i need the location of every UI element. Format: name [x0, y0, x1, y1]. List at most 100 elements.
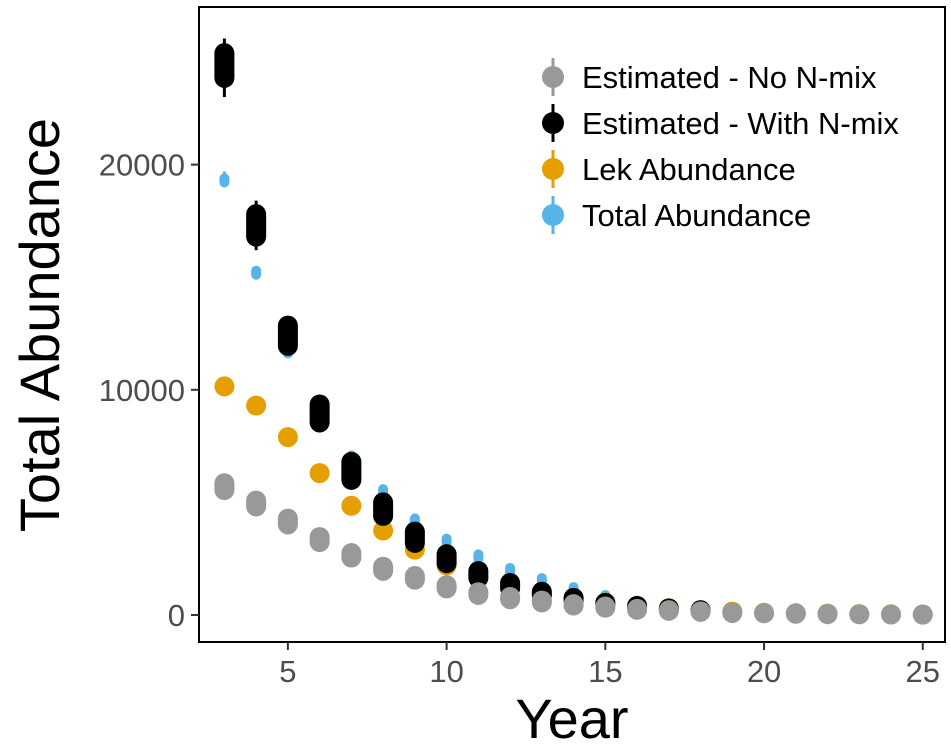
point-marker	[219, 173, 230, 188]
data-point	[690, 601, 711, 622]
point-marker	[563, 594, 584, 616]
point-marker	[373, 556, 394, 581]
legend-item-total-abundance: Total Abundance	[542, 196, 811, 234]
data-point	[219, 171, 230, 188]
data-point	[436, 544, 457, 574]
legend-key-dot	[542, 66, 564, 88]
point-marker	[468, 561, 489, 588]
data-point	[881, 604, 902, 625]
y-axis-title: Total Abundance	[8, 118, 71, 532]
data-point	[468, 582, 489, 605]
data-point	[373, 520, 394, 541]
data-point	[658, 600, 679, 621]
legend-label: Lek Abundance	[582, 152, 796, 187]
series-estimated-no-n-mix	[214, 473, 933, 625]
data-point	[214, 376, 235, 397]
legend-item-lek-abundance: Lek Abundance	[542, 150, 796, 188]
data-point	[251, 265, 262, 280]
data-point	[309, 463, 330, 484]
data-point	[246, 490, 267, 517]
data-point	[277, 315, 298, 356]
legend-label: Total Abundance	[582, 198, 811, 233]
x-axis-title: Year	[515, 687, 628, 746]
data-point	[627, 598, 648, 620]
data-point	[373, 556, 394, 581]
point-marker	[881, 604, 902, 625]
point-marker	[341, 543, 362, 568]
point-marker	[246, 395, 267, 416]
point-marker	[500, 586, 521, 610]
axis-ticks: 5 10 15 20 25 0 10000 20000	[99, 148, 940, 689]
point-marker	[309, 394, 330, 433]
plot-panel-border	[198, 6, 946, 643]
legend-item-estimated-with-n-mix: Estimated - With N-mix	[542, 104, 899, 142]
point-marker	[373, 520, 394, 541]
data-point	[754, 603, 775, 624]
x-tick-label: 5	[279, 654, 296, 689]
legend-label: Estimated - With N-mix	[582, 106, 899, 141]
point-marker	[246, 204, 267, 247]
data-point	[341, 543, 362, 568]
legend-key-dot	[542, 158, 564, 180]
point-marker	[531, 590, 552, 613]
point-marker	[277, 315, 298, 356]
data-point	[246, 395, 267, 416]
point-marker	[214, 473, 235, 501]
point-marker	[690, 601, 711, 622]
data-point	[277, 508, 298, 535]
data-point	[309, 394, 330, 433]
point-marker	[627, 598, 648, 620]
point-marker	[754, 603, 775, 624]
data-point	[404, 566, 425, 590]
point-marker	[722, 602, 743, 623]
data-point	[341, 495, 362, 516]
point-marker	[441, 533, 452, 548]
data-point	[214, 38, 235, 98]
point-marker	[373, 492, 394, 526]
data-point	[214, 473, 235, 501]
legend: Estimated - No N-mix Estimated - With N-m…	[542, 58, 899, 234]
point-marker	[404, 566, 425, 590]
legend-item-estimated-no-n-mix: Estimated - No N-mix	[542, 58, 877, 96]
point-marker	[251, 265, 262, 280]
y-tick-label: 0	[168, 598, 185, 633]
data-point	[531, 590, 552, 613]
data-point	[912, 604, 933, 625]
x-tick-label: 15	[588, 654, 622, 689]
data-point	[373, 492, 394, 526]
x-tick-label: 25	[906, 654, 940, 689]
point-marker	[277, 427, 298, 448]
data-point	[468, 561, 489, 588]
data-point	[849, 604, 870, 625]
x-tick-label: 10	[429, 654, 463, 689]
legend-key-dot	[542, 204, 564, 226]
point-marker	[341, 451, 362, 490]
data-point	[341, 451, 362, 490]
point-marker	[912, 604, 933, 625]
point-marker	[277, 508, 298, 535]
plot-marks	[214, 38, 933, 625]
point-marker	[309, 527, 330, 553]
data-point	[473, 549, 484, 564]
data-point	[246, 200, 267, 251]
data-point	[436, 575, 457, 599]
legend-key-dot	[542, 112, 564, 134]
data-point	[722, 602, 743, 623]
legend-label: Estimated - No N-mix	[582, 60, 877, 95]
point-marker	[309, 463, 330, 484]
point-marker	[436, 544, 457, 574]
point-marker	[246, 490, 267, 517]
data-point	[817, 603, 838, 625]
point-marker	[436, 575, 457, 599]
y-tick-label: 10000	[99, 373, 185, 408]
point-marker	[341, 495, 362, 516]
data-point	[500, 586, 521, 610]
point-marker	[214, 43, 235, 88]
y-tick-label: 20000	[99, 148, 185, 183]
data-point	[785, 603, 806, 624]
data-point	[404, 521, 425, 553]
point-marker	[785, 603, 806, 624]
data-point	[309, 527, 330, 553]
point-marker	[468, 582, 489, 605]
